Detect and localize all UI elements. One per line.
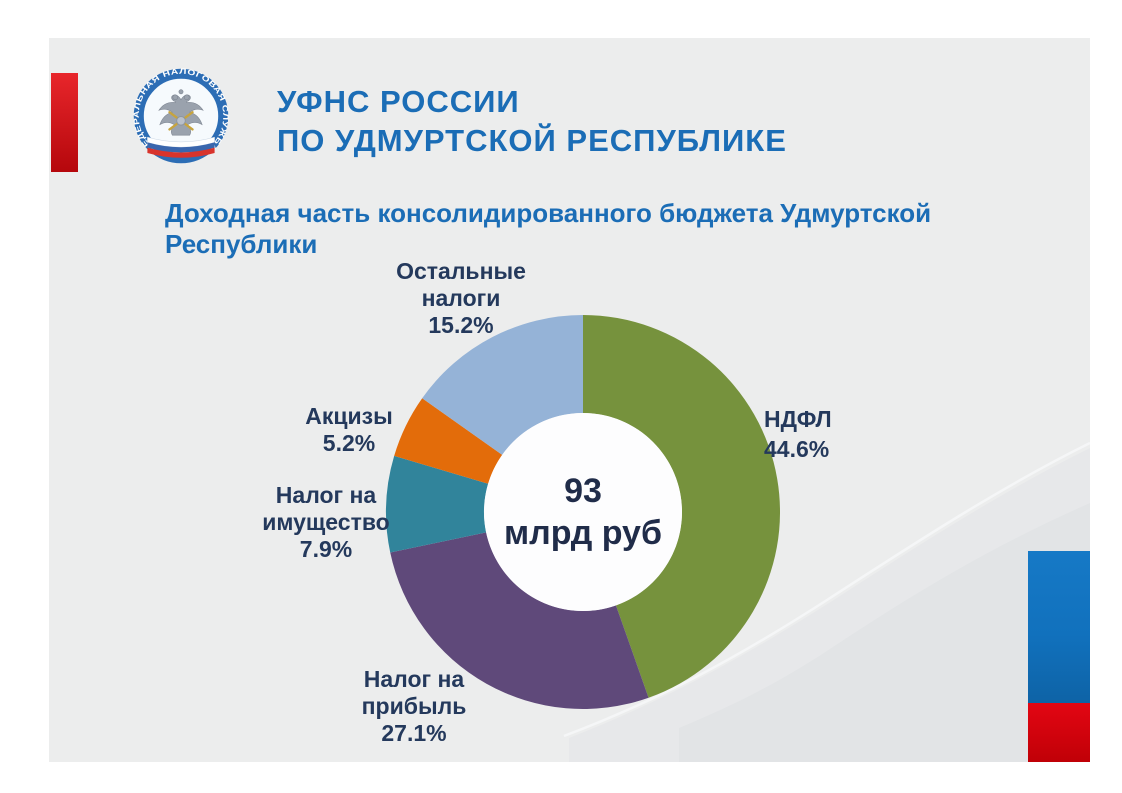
callout-percent: 44.6% <box>764 436 830 462</box>
callout-ostalnye-nalogi: Остальные налоги 15.2% <box>396 258 526 339</box>
chart-center-unit: млрд руб <box>504 514 662 552</box>
donut-slice <box>422 315 583 455</box>
callout-nalog-na-pribyl: Налог на прибыль 27.1% <box>362 666 467 747</box>
donut-slice <box>390 532 649 710</box>
bottom-right-red-accent <box>1028 703 1090 762</box>
org-title-line2: ПО УДМУРТСКОЙ РЕСПУБЛИКЕ <box>277 123 787 158</box>
slide-title: Доходная часть консолидированного бюджет… <box>165 198 932 259</box>
chart-center-value: 93 <box>564 472 602 510</box>
slide: ФЕДЕРАЛЬНАЯ НАЛОГОВАЯ СЛУЖБА <box>49 38 1090 762</box>
background-swoosh <box>563 441 1090 762</box>
callout-line: Налог на <box>275 482 377 508</box>
left-red-accent-bar <box>51 73 78 172</box>
donut-slice <box>386 455 489 553</box>
tricolor-ribbon <box>147 136 215 158</box>
callout-line: Остальные <box>396 258 526 284</box>
callout-line: Акцизы <box>305 403 393 429</box>
callout-line: имущество <box>262 509 390 535</box>
callout-percent: 7.9% <box>299 536 353 562</box>
donut-chart <box>386 315 781 710</box>
org-title: УФНС РОССИИ ПО УДМУРТСКОЙ РЕСПУБЛИКЕ <box>277 82 787 160</box>
swoosh-lower-band <box>679 503 1090 762</box>
swoosh-highlight-line <box>563 441 1090 738</box>
callout-nalog-na-imushchestvo: Налог на имущество 7.9% <box>262 482 389 563</box>
bottom-right-blue-accent <box>1028 551 1090 703</box>
donut-slice <box>394 398 503 484</box>
donut-hole <box>484 413 682 611</box>
fns-logo: ФЕДЕРАЛЬНАЯ НАЛОГОВАЯ СЛУЖБА <box>132 67 230 164</box>
chart-center-label: 93 млрд руб <box>504 470 662 554</box>
callout-line: Налог на <box>363 666 465 692</box>
callout-percent: 27.1% <box>381 720 447 746</box>
logo-blue-ring <box>133 68 229 164</box>
callout-line: налоги <box>421 285 501 311</box>
callout-line: НДФЛ <box>764 406 832 432</box>
org-title-line1: УФНС РОССИИ <box>277 84 520 119</box>
callout-line: прибыль <box>361 693 467 719</box>
callout-ndfl: НДФЛ 44.6% <box>764 404 832 464</box>
eagle-shield <box>176 116 186 126</box>
callout-percent: 5.2% <box>322 430 376 456</box>
donut-slice <box>583 315 781 698</box>
callout-akcizy: Акцизы 5.2% <box>305 403 392 457</box>
double-eagle-icon <box>158 89 204 136</box>
callout-percent: 15.2% <box>428 312 494 338</box>
